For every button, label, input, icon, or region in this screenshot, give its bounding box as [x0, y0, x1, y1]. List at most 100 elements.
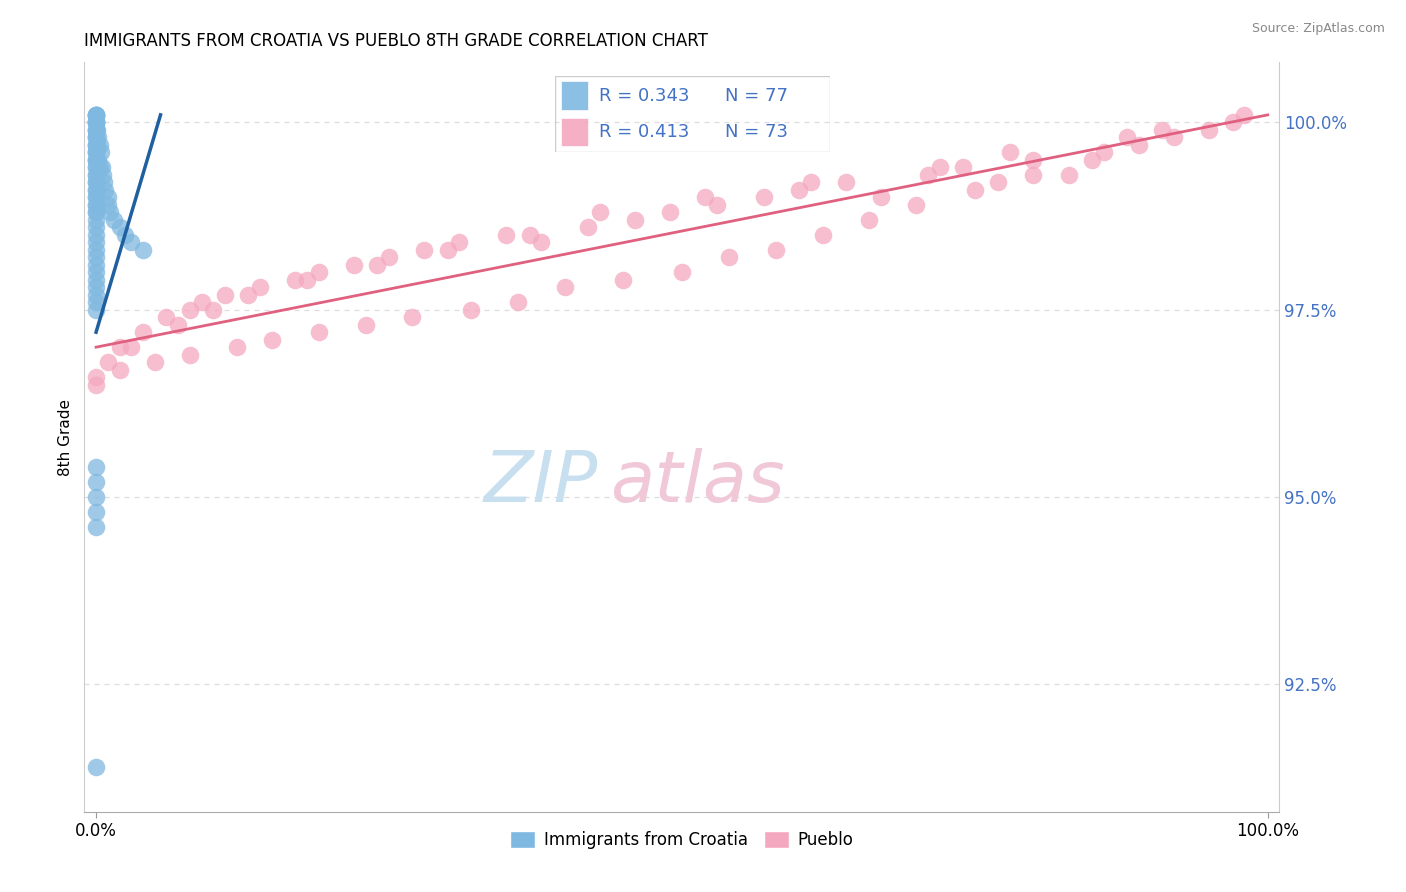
Point	[84, 760, 107, 774]
Point	[84, 115, 107, 129]
Point	[84, 115, 107, 129]
Point	[366, 258, 388, 272]
Point	[84, 123, 107, 137]
Point	[84, 183, 107, 197]
Point	[98, 205, 121, 219]
Point	[576, 220, 599, 235]
Point	[84, 108, 107, 122]
Point	[84, 520, 107, 534]
Point	[354, 318, 377, 332]
Point	[120, 340, 142, 354]
Point	[179, 302, 201, 317]
Y-axis label: 8th Grade: 8th Grade	[58, 399, 73, 475]
Point	[84, 190, 107, 204]
Point	[84, 137, 107, 152]
Point	[612, 273, 634, 287]
Point	[84, 115, 107, 129]
Point	[1092, 145, 1115, 160]
Point	[84, 370, 107, 384]
Point	[917, 168, 939, 182]
Point	[260, 333, 283, 347]
Point	[179, 348, 201, 362]
Text: N = 73: N = 73	[725, 123, 789, 141]
Point	[84, 115, 107, 129]
Point	[835, 175, 858, 189]
Point	[1057, 168, 1080, 182]
Point	[97, 355, 120, 369]
Point	[225, 340, 247, 354]
Point	[1152, 123, 1174, 137]
Point	[84, 280, 107, 294]
Point	[86, 137, 108, 152]
Point	[1222, 115, 1244, 129]
Point	[84, 130, 107, 145]
Point	[84, 161, 107, 175]
Point	[90, 161, 114, 175]
Point	[84, 475, 107, 489]
Point	[84, 205, 107, 219]
Point	[91, 168, 114, 182]
Point	[659, 205, 682, 219]
Point	[84, 220, 107, 235]
Point	[695, 190, 717, 204]
Point	[84, 130, 107, 145]
Point	[84, 123, 107, 137]
Point	[90, 145, 112, 160]
Point	[84, 145, 107, 160]
Point	[787, 183, 810, 197]
Point	[84, 108, 107, 122]
Point	[94, 183, 117, 197]
Point	[530, 235, 553, 250]
Point	[284, 273, 307, 287]
Point	[308, 325, 330, 339]
Point	[84, 153, 107, 167]
Point	[202, 302, 225, 317]
Point	[84, 108, 107, 122]
Point	[84, 265, 107, 279]
Point	[413, 243, 436, 257]
Point	[870, 190, 893, 204]
Point	[624, 212, 647, 227]
Point	[89, 161, 111, 175]
Point	[84, 145, 107, 160]
Point	[84, 205, 107, 219]
Text: N = 77: N = 77	[725, 87, 789, 104]
Point	[671, 265, 693, 279]
Text: IMMIGRANTS FROM CROATIA VS PUEBLO 8TH GRADE CORRELATION CHART: IMMIGRANTS FROM CROATIA VS PUEBLO 8TH GR…	[84, 32, 709, 50]
Point	[84, 295, 107, 310]
Point	[143, 355, 166, 369]
Point	[84, 460, 107, 475]
Point	[928, 161, 950, 175]
Point	[1081, 153, 1104, 167]
Point	[84, 108, 107, 122]
Point	[1233, 108, 1256, 122]
Point	[84, 168, 107, 182]
Point	[84, 198, 107, 212]
Point	[378, 250, 401, 264]
Point	[108, 340, 131, 354]
Point	[1128, 137, 1150, 152]
Legend: Immigrants from Croatia, Pueblo: Immigrants from Croatia, Pueblo	[503, 824, 860, 855]
Point	[84, 302, 107, 317]
Point	[84, 145, 107, 160]
Point	[765, 243, 787, 257]
Point	[84, 258, 107, 272]
Point	[401, 310, 423, 325]
Point	[214, 287, 236, 301]
Point	[249, 280, 271, 294]
Point	[84, 183, 107, 197]
Point	[155, 310, 177, 325]
Point	[295, 273, 318, 287]
Point	[84, 108, 107, 122]
Text: ZIP: ZIP	[484, 448, 599, 516]
Text: Source: ZipAtlas.com: Source: ZipAtlas.com	[1251, 22, 1385, 36]
Point	[84, 505, 107, 519]
Point	[343, 258, 366, 272]
Point	[87, 130, 110, 145]
Point	[858, 212, 880, 227]
Point	[84, 198, 107, 212]
Point	[238, 287, 260, 301]
Point	[84, 137, 107, 152]
Point	[752, 190, 775, 204]
Point	[952, 161, 974, 175]
